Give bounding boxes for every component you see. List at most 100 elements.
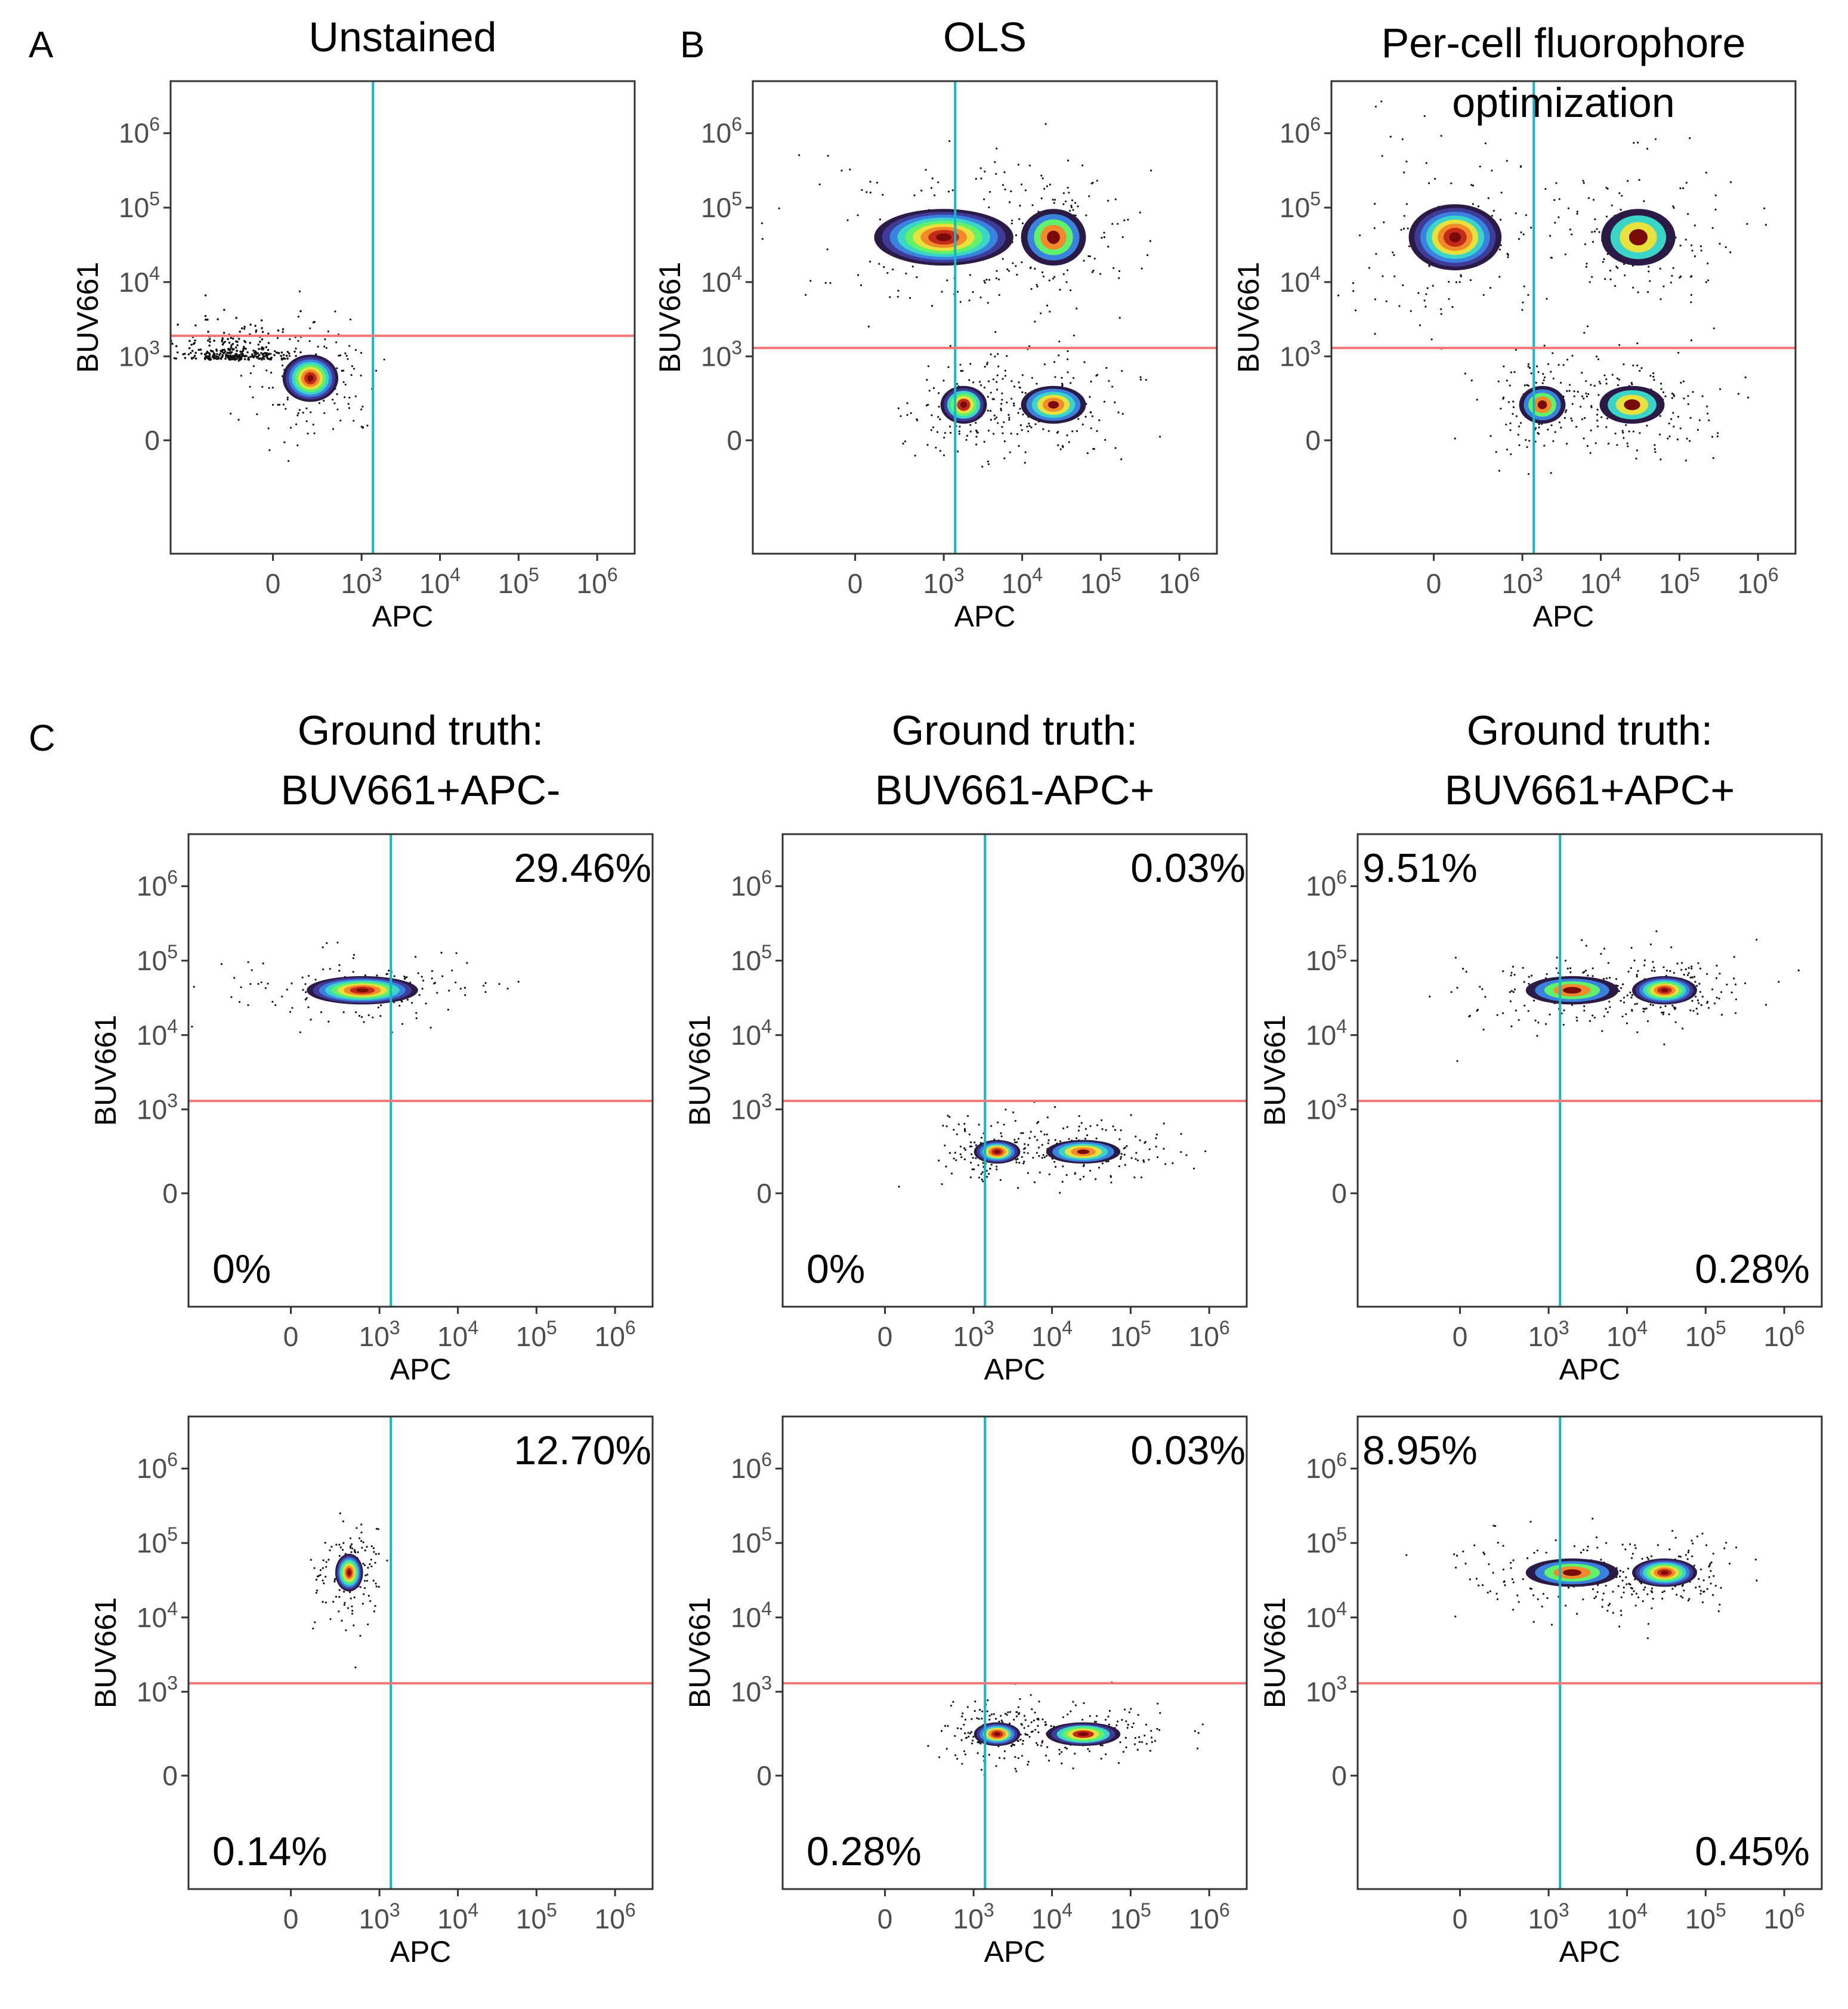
event-dot: [286, 988, 288, 991]
event-dot: [1067, 350, 1069, 353]
event-dot: [1003, 421, 1005, 424]
event-dot: [222, 332, 225, 334]
event-dot: [969, 424, 972, 426]
event-dot: [252, 355, 254, 357]
event-dot: [949, 431, 952, 434]
event-dot: [342, 1590, 345, 1593]
event-dot: [998, 1720, 1000, 1723]
event-dot: [963, 1147, 966, 1150]
event-dot: [234, 346, 237, 349]
event-dot: [191, 1026, 193, 1028]
event-dot: [295, 347, 297, 350]
event-dot: [353, 419, 355, 422]
event-dot: [1630, 1557, 1633, 1559]
event-dot: [243, 340, 246, 342]
event-dot: [958, 433, 960, 435]
event-dot: [275, 351, 278, 354]
x-tick-label: 105: [1659, 564, 1700, 599]
event-dot: [362, 1541, 364, 1544]
event-dot: [361, 405, 364, 408]
event-dot: [1631, 1008, 1633, 1011]
event-dot: [354, 1666, 357, 1669]
event-dot: [1067, 371, 1069, 374]
event-dot: [1564, 253, 1566, 255]
event-dot: [190, 343, 193, 346]
event-dot: [1602, 261, 1604, 263]
event-dot: [1009, 451, 1011, 453]
event-dot: [1685, 1554, 1687, 1556]
event-dot: [1671, 274, 1673, 277]
event-dot: [1512, 406, 1515, 408]
event-dot: [212, 350, 214, 353]
event-dot: [1573, 395, 1575, 397]
event-dot: [1456, 1060, 1458, 1062]
event-dot: [336, 393, 338, 396]
event-dot: [1605, 382, 1608, 385]
event-dot: [1713, 327, 1715, 329]
event-dot: [1125, 1746, 1127, 1749]
event-dot: [1639, 369, 1641, 372]
event-dot: [1031, 1708, 1033, 1711]
event-dot: [1719, 388, 1722, 390]
event-dot: [1425, 293, 1427, 295]
event-dot: [1482, 1584, 1484, 1587]
event-dot: [1505, 423, 1507, 426]
event-dot: [1352, 282, 1355, 284]
event-dot: [291, 982, 293, 985]
event-dot: [1587, 197, 1590, 199]
event-dot: [1099, 1744, 1102, 1746]
event-dot: [1000, 1132, 1002, 1134]
event-dot: [1735, 998, 1738, 1001]
event-dot: [1596, 1591, 1599, 1593]
event-dot: [1692, 1010, 1695, 1012]
event-dot: [931, 305, 934, 307]
density-level: [1047, 401, 1059, 409]
event-dot: [1068, 209, 1071, 212]
event-dot: [208, 344, 211, 347]
event-dot: [1077, 418, 1080, 420]
event-dot: [1754, 1559, 1757, 1561]
event-dot: [1691, 967, 1693, 970]
event-dot: [1607, 962, 1609, 964]
event-dot: [1021, 374, 1024, 377]
event-dot: [1112, 267, 1115, 269]
event-dot: [1047, 430, 1050, 433]
event-dot: [1402, 227, 1405, 230]
density-level: [1661, 1570, 1668, 1575]
y-tick-label: 105: [701, 188, 742, 223]
density-population: [874, 209, 1013, 266]
event-dot: [1059, 289, 1061, 291]
event-dot: [297, 316, 300, 318]
event-dot: [322, 1600, 324, 1603]
event-dot: [1021, 261, 1023, 264]
event-dot: [1037, 1146, 1040, 1149]
event-dot: [968, 1735, 970, 1738]
event-dot: [1622, 431, 1624, 434]
event-dot: [1523, 1004, 1526, 1007]
event-dot: [1685, 181, 1688, 184]
event-dot: [1016, 433, 1019, 436]
event-dot: [1074, 1172, 1077, 1174]
event-dot: [1054, 376, 1056, 378]
event-dot: [1059, 448, 1062, 450]
event-dot: [1640, 1582, 1642, 1585]
event-dot: [1690, 301, 1692, 304]
event-dot: [1583, 181, 1585, 184]
event-dot: [1571, 419, 1573, 422]
event-dot: [1550, 257, 1552, 259]
event-dot: [1622, 1570, 1624, 1573]
event-dot: [378, 1585, 380, 1588]
event-dot: [322, 1567, 324, 1569]
x-tick-label: 103: [923, 564, 965, 599]
event-dot: [1713, 1002, 1716, 1005]
event-dot: [1543, 344, 1546, 347]
event-dot: [322, 1579, 324, 1582]
event-dot: [336, 942, 339, 944]
event-dot: [1020, 183, 1023, 186]
event-dot: [1558, 198, 1560, 200]
event-dot: [224, 350, 227, 353]
event-dot: [1004, 188, 1006, 191]
event-dot: [987, 430, 990, 432]
event-dot: [313, 320, 316, 323]
event-dot: [245, 347, 247, 350]
